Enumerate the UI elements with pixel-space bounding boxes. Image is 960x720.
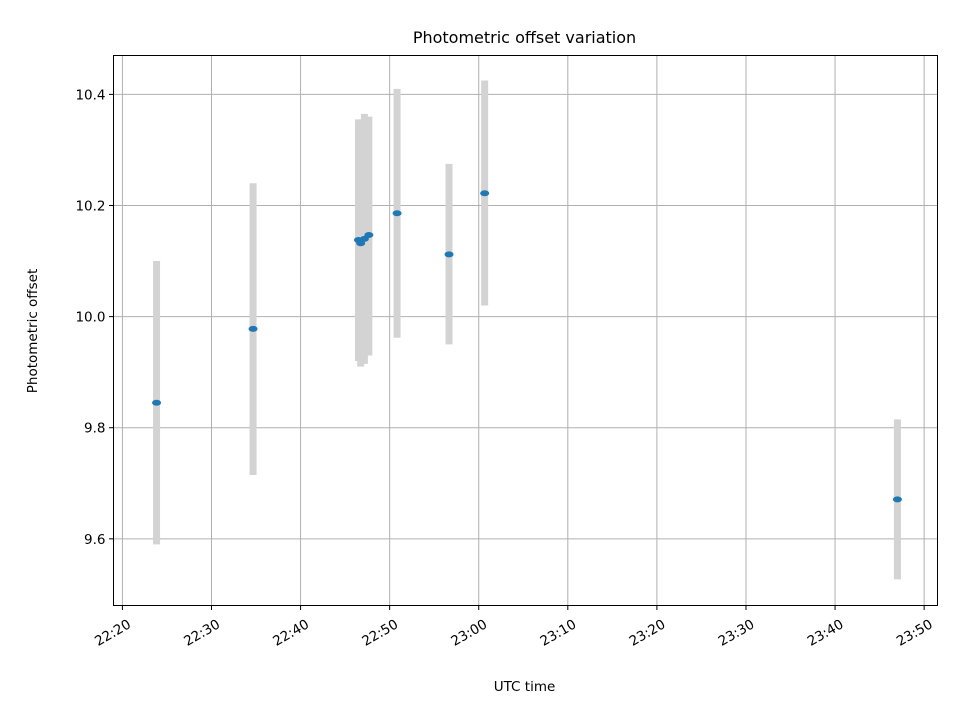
data-point — [892, 496, 902, 503]
data-point — [152, 399, 162, 406]
data-points — [152, 190, 902, 503]
data-point — [444, 251, 454, 258]
data-point — [356, 240, 366, 247]
y-grid — [113, 93, 938, 540]
x-grid — [121, 55, 925, 606]
x-axis: 22:20 22:30 22:40 22:50 23:00 23:10 23:20 23:30… — [92, 605, 936, 650]
y-tick-label: 9.6 — [84, 532, 105, 548]
data-point — [480, 190, 490, 197]
x-tick-label: 23:10 — [538, 616, 580, 649]
chart-title: Photometric offset variation — [413, 28, 636, 47]
x-tick-label: 22:40 — [270, 616, 312, 649]
data-point — [248, 325, 258, 332]
plot-frame — [113, 55, 938, 606]
x-tick-label: 22:20 — [92, 616, 134, 649]
y-axis-label: Photometric offset — [25, 269, 41, 393]
y-tick-label: 10.0 — [75, 310, 105, 326]
y-axis: 9.6 9.8 10.0 10.2 10.4 — [75, 87, 114, 548]
data-point — [392, 210, 402, 217]
x-tick-label: 23:50 — [894, 616, 936, 649]
x-tick-label: 22:30 — [181, 616, 223, 649]
x-tick-label: 23:00 — [448, 616, 490, 649]
y-tick-label: 10.2 — [75, 199, 105, 215]
x-tick-label: 23:30 — [716, 616, 758, 649]
error-bars — [153, 80, 901, 580]
y-tick-label: 10.4 — [75, 87, 105, 103]
x-tick-label: 23:20 — [627, 616, 669, 649]
y-tick-label: 9.8 — [84, 421, 105, 437]
x-axis-label: UTC time — [494, 679, 556, 695]
x-tick-label: 23:40 — [805, 616, 847, 649]
x-tick-label: 22:50 — [359, 616, 401, 649]
data-point — [364, 231, 374, 238]
